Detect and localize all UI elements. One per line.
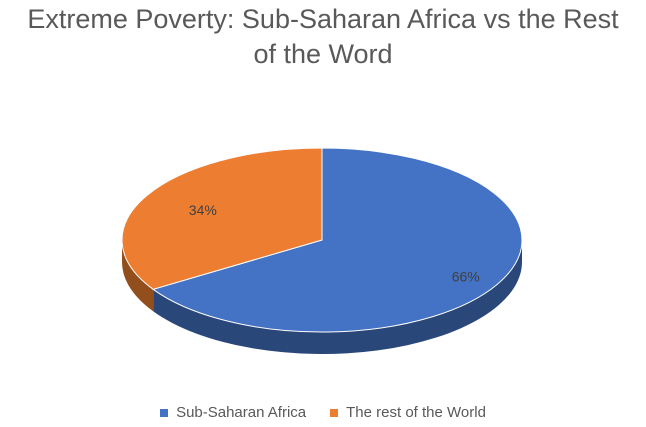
pie-slice-rest-of-world	[121, 147, 323, 290]
legend-label-rest-of-world: The rest of the World	[346, 404, 486, 421]
legend-label-sub-saharan-africa: Sub-Saharan Africa	[176, 404, 307, 421]
data-label-sub-saharan-africa: 66%	[452, 268, 480, 284]
legend-item-sub-saharan-africa: Sub-Saharan Africa	[160, 404, 306, 421]
legend-swatch-sub-saharan-africa	[160, 408, 169, 417]
pie-chart: 66% 34%	[121, 147, 523, 354]
data-label-rest-of-world: 34%	[189, 202, 217, 218]
chart-title-line-1: Extreme Poverty: Sub-Saharan Africa vs t…	[27, 4, 619, 34]
legend-swatch-rest-of-world	[330, 408, 339, 417]
legend-item-rest-of-world: The rest of the World	[330, 404, 486, 421]
chart-title: Extreme Poverty: Sub-Saharan Africa vs t…	[0, 0, 646, 72]
chart-title-line-2: of the Word	[253, 39, 393, 69]
legend: Sub-Saharan Africa The rest of the World	[0, 404, 646, 421]
pie-slice-sub-saharan-africa	[152, 147, 523, 333]
